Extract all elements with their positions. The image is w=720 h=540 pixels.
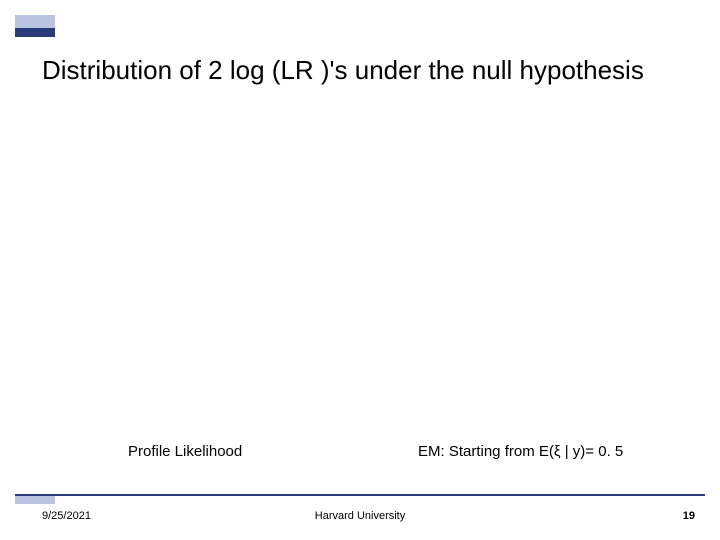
slide-title: Distribution of 2 log (LR )'s under the … bbox=[42, 54, 680, 87]
footer-page-number: 19 bbox=[683, 510, 695, 522]
caption-right: EM: Starting from E(ξ | y)= 0. 5 bbox=[418, 443, 623, 460]
footer-accent bbox=[15, 496, 55, 504]
header-accent bbox=[15, 15, 55, 37]
caption-left: Profile Likelihood bbox=[128, 443, 242, 460]
footer-divider bbox=[15, 494, 705, 496]
footer-center: Harvard University bbox=[0, 510, 720, 522]
header-accent-lower bbox=[15, 28, 55, 37]
header-accent-upper bbox=[15, 15, 55, 28]
